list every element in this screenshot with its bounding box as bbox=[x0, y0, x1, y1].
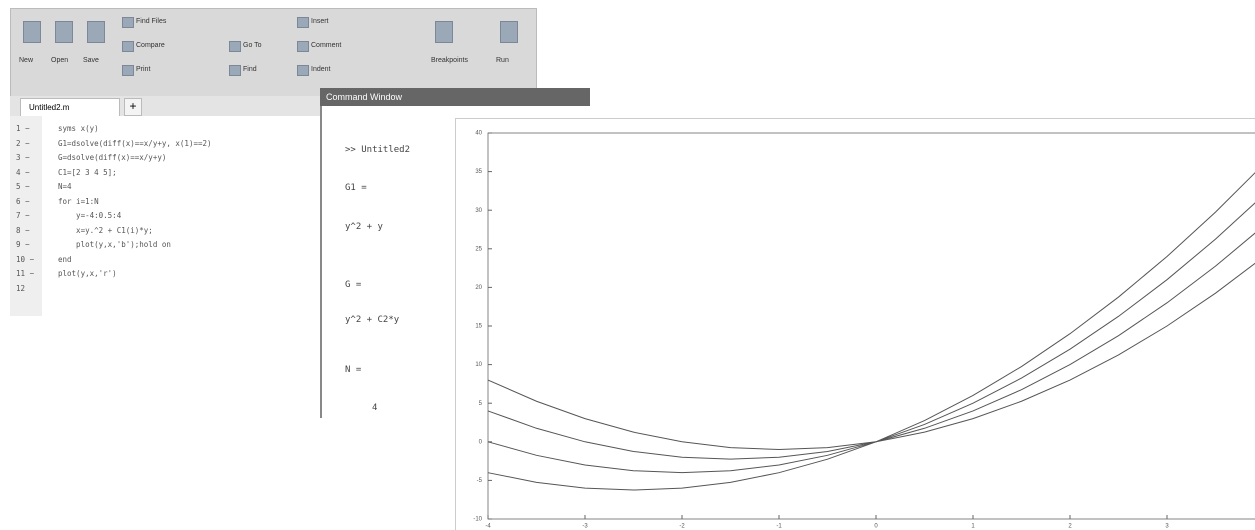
code-line: for i=1:N bbox=[58, 197, 99, 206]
command-output: N = bbox=[345, 365, 361, 375]
button-icon bbox=[435, 21, 453, 43]
code-line: G=dsolve(diff(x)==x/y+y) bbox=[58, 153, 166, 162]
page: New Open Save Find Files Compare Print Go To Fi… bbox=[0, 0, 1255, 529]
line-number: 11 − bbox=[16, 269, 34, 278]
button-icon bbox=[297, 17, 309, 28]
y-tick-label: 40 bbox=[475, 131, 482, 137]
line-number: 6 − bbox=[16, 197, 30, 206]
button-icon bbox=[87, 21, 105, 43]
code-line: x=y.^2 + C1(i)*y; bbox=[58, 226, 153, 235]
line-number: 4 − bbox=[16, 168, 30, 177]
toolbar-button[interactable]: Comment bbox=[311, 42, 341, 49]
toolbar-button[interactable]: Compare bbox=[136, 42, 165, 49]
toolbar-button[interactable]: Save bbox=[83, 57, 99, 64]
toolbar-button[interactable]: Find bbox=[243, 66, 257, 73]
button-icon bbox=[23, 21, 41, 43]
code-line: G1=dsolve(diff(x)==x/y+y, x(1)==2) bbox=[58, 139, 212, 148]
button-icon bbox=[229, 65, 241, 76]
new-tab-button[interactable]: + bbox=[124, 98, 142, 116]
button-icon bbox=[122, 65, 134, 76]
code-line: N=4 bbox=[58, 182, 72, 191]
command-output: 4 bbox=[372, 403, 377, 413]
axes-frame bbox=[488, 133, 1255, 519]
button-icon bbox=[229, 41, 241, 52]
code-line: C1=[2 3 4 5]; bbox=[58, 168, 117, 177]
y-tick-label: 25 bbox=[475, 246, 482, 252]
y-tick-label: 30 bbox=[475, 208, 482, 214]
code-line: plot(y,x,'r') bbox=[58, 269, 117, 278]
toolbar-button[interactable]: Breakpoints bbox=[431, 57, 468, 64]
line-number: 10 − bbox=[16, 255, 34, 264]
code-line: y=-4:0.5:4 bbox=[58, 211, 121, 220]
toolbar-button[interactable]: New bbox=[19, 57, 33, 64]
toolbar-button[interactable]: Print bbox=[136, 66, 150, 73]
button-icon bbox=[297, 41, 309, 52]
command-window-title: Command Window bbox=[320, 88, 590, 106]
y-tick-label: -10 bbox=[473, 517, 482, 523]
editor-tab[interactable]: Untitled2.m bbox=[20, 98, 120, 116]
code-line: plot(y,x,'b');hold on bbox=[58, 240, 171, 249]
line-number: 7 − bbox=[16, 211, 30, 220]
toolbar-button[interactable]: Open bbox=[51, 57, 68, 64]
command-output: G1 = bbox=[345, 183, 367, 193]
y-tick-label: 15 bbox=[475, 324, 482, 330]
line-number: 2 − bbox=[16, 139, 30, 148]
curve bbox=[488, 257, 1255, 450]
line-number: 12 bbox=[16, 284, 25, 293]
line-number: 8 − bbox=[16, 226, 30, 235]
code-line: end bbox=[58, 255, 72, 264]
button-icon bbox=[122, 41, 134, 52]
command-output: G = bbox=[345, 280, 361, 290]
button-icon bbox=[297, 65, 309, 76]
button-icon bbox=[55, 21, 73, 43]
button-icon bbox=[122, 17, 134, 28]
curve bbox=[488, 195, 1255, 473]
command-output: y^2 + y bbox=[345, 222, 383, 232]
line-number: 3 − bbox=[16, 153, 30, 162]
toolbar-button[interactable]: Find Files bbox=[136, 18, 166, 25]
toolbar-button[interactable]: Indent bbox=[311, 66, 330, 73]
code-line: syms x(y) bbox=[58, 124, 99, 133]
line-number: 5 − bbox=[16, 182, 30, 191]
y-tick-label: 20 bbox=[475, 285, 482, 291]
toolbar-button[interactable]: Go To bbox=[243, 42, 262, 49]
command-output: y^2 + C2*y bbox=[345, 315, 399, 325]
command-output: >> Untitled2 bbox=[345, 145, 410, 155]
y-tick-label: 5 bbox=[479, 401, 483, 407]
line-number: 1 − bbox=[16, 124, 30, 133]
toolbar-button[interactable]: Run bbox=[496, 57, 509, 64]
y-tick-label: -5 bbox=[477, 478, 483, 484]
button-icon bbox=[500, 21, 518, 43]
y-tick-label: 10 bbox=[475, 362, 482, 368]
line-number: 9 − bbox=[16, 240, 30, 249]
toolbar-button[interactable]: Insert bbox=[311, 18, 329, 25]
y-tick-label: 35 bbox=[475, 169, 482, 175]
y-tick-label: 0 bbox=[479, 439, 483, 445]
curve bbox=[488, 164, 1255, 490]
